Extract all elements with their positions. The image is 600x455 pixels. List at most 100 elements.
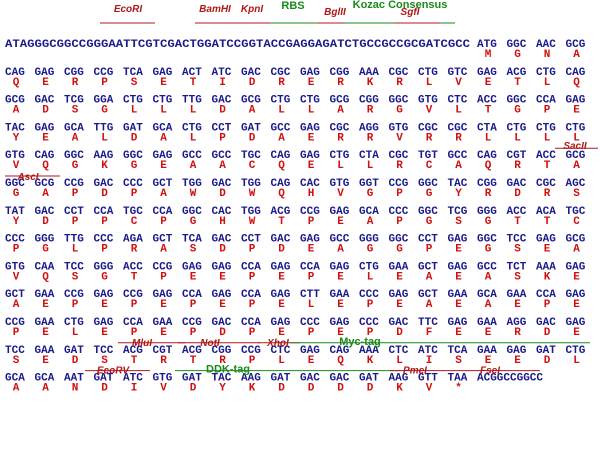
amino-acid: S [131,77,138,89]
codon: CCC [359,289,379,301]
amino-acid: P [160,271,167,283]
amino-acid: L [72,244,79,256]
codon: TCA [448,345,468,357]
amino-acid: W [190,188,197,200]
amino-acid: P [131,299,138,311]
codon: AAA [536,261,556,273]
codon: GAT [182,373,202,385]
amino-acid: L [72,327,79,339]
amino-acid: I [426,355,433,367]
codon: GAA [389,261,409,273]
codon: AGC [566,178,586,190]
codon: CTG [123,95,143,107]
amino-acid: D [396,327,403,339]
codon: GCC [448,150,468,162]
amino-acid: D [514,188,521,200]
amino-acid: E [485,327,492,339]
amino-acid: L [426,77,433,89]
amino-acid: E [308,160,315,172]
amino-acid: E [337,271,344,283]
codon: TAC [448,178,468,190]
codon: CAG [271,178,291,190]
codon: CCG [300,206,320,218]
codon: GAA [35,317,55,329]
amino-acid: Y [219,383,226,395]
codon: ATC [418,345,438,357]
codon: ACC [536,150,556,162]
codon: CGC [536,178,556,190]
codon: GAT [64,345,84,357]
codon: AAG [94,150,114,162]
amino-acid: E [455,271,462,283]
codon: TTG [94,122,114,134]
codon: CCT [212,122,232,134]
codon: TGG [241,206,261,218]
amino-acid: E [514,299,521,311]
amino-acid: C [131,216,138,228]
amino-acid: A [13,299,20,311]
amino-acid: L [131,105,138,117]
amino-acid: E [219,271,226,283]
amino-acid: A [190,160,197,172]
codon: GCT [418,289,438,301]
amino-acid: P [131,327,138,339]
codon: CCG [5,317,25,329]
amino-acid: A [160,132,167,144]
codon: CCT [418,234,438,246]
amino-acid: E [160,299,167,311]
codon: TAA [448,373,468,385]
amino-acid: E [485,77,492,89]
amino-acid: R [455,132,462,144]
codon: CTC [389,345,409,357]
codon: GAC [507,178,527,190]
codon: TCC [5,345,25,357]
amino-acid: D [72,355,79,367]
codon: GAG [566,261,586,273]
amino-acid: L [101,132,108,144]
codon: GCA [64,122,84,134]
amino-acid: Q [42,271,49,283]
amino-acid: Q [42,160,49,172]
amino-acid: E [396,299,403,311]
amino-acid: S [573,188,580,200]
codon: TGC [123,206,143,218]
codon: GAG [536,234,556,246]
codon: GAG [330,206,350,218]
enzyme-label: EcoRV [97,366,131,377]
amino-acid: E [573,327,580,339]
enzyme-label: SgfI [401,7,420,18]
codon: GAT [271,373,291,385]
codon: GAT [359,373,379,385]
amino-acid: E [337,299,344,311]
codon: GAC [241,67,261,79]
codon: GGG [94,261,114,273]
codon: GAT [536,345,556,357]
amino-acid: E [514,355,521,367]
codon: GCT [153,178,173,190]
amino-acid: P [101,244,108,256]
amino-acid: K [249,383,256,395]
amino-acid: A [426,271,433,283]
amino-acid: A [13,105,20,117]
amino-acid: S [72,105,79,117]
amino-acid: L [396,355,403,367]
amino-acid: Y [455,188,462,200]
codon: GAC [35,206,55,218]
codon: GAG [448,317,468,329]
amino-acid: E [308,77,315,89]
amino-acid: G [396,244,403,256]
amino-acid: P [190,327,197,339]
amino-acid: S [13,355,20,367]
codon: GAG [566,95,586,107]
codon: CCA [536,289,556,301]
codon: CCA [241,289,261,301]
amino-acid: P [72,299,79,311]
amino-acid: E [573,105,580,117]
codon: TCA [123,67,143,79]
amino-acid: A [42,188,49,200]
amino-acid: A [337,244,344,256]
codon: ACG [123,345,143,357]
amino-acid: C [249,160,256,172]
codon: CCG [94,67,114,79]
codon: GGT [359,178,379,190]
